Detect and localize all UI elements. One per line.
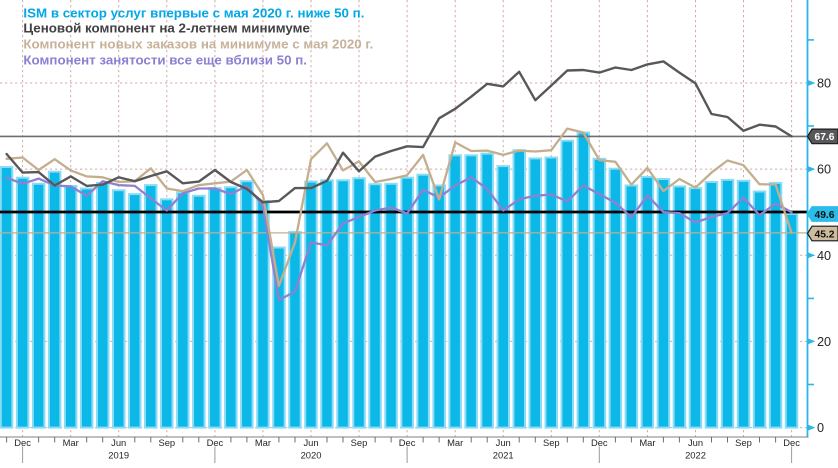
svg-text:20: 20 <box>817 335 831 349</box>
svg-text:Jun: Jun <box>496 437 511 448</box>
svg-text:40: 40 <box>817 249 831 263</box>
svg-text:Jun: Jun <box>303 437 318 448</box>
svg-text:Sep: Sep <box>351 437 368 448</box>
svg-text:Компонент занятости все еще вб: Компонент занятости все еще вблизи 50 п. <box>23 53 307 68</box>
svg-text:2019: 2019 <box>108 449 129 460</box>
svg-text:2022: 2022 <box>685 449 706 460</box>
svg-text:Sep: Sep <box>158 437 175 448</box>
svg-text:49.6: 49.6 <box>814 210 834 221</box>
svg-text:Компонент новых заказов на мин: Компонент новых заказов на минимуме с ма… <box>23 37 373 52</box>
svg-text:Mar: Mar <box>447 437 463 448</box>
svg-text:60: 60 <box>817 163 831 177</box>
svg-text:45.2: 45.2 <box>814 229 834 240</box>
svg-text:Mar: Mar <box>63 437 79 448</box>
svg-text:Dec: Dec <box>399 437 416 448</box>
svg-text:Jun: Jun <box>111 437 126 448</box>
svg-text:2020: 2020 <box>301 449 322 460</box>
svg-text:Dec: Dec <box>591 437 608 448</box>
svg-text:Dec: Dec <box>14 437 31 448</box>
svg-text:Sep: Sep <box>543 437 560 448</box>
svg-text:Jun: Jun <box>688 437 703 448</box>
svg-text:Dec: Dec <box>207 437 224 448</box>
svg-text:Sep: Sep <box>735 437 752 448</box>
svg-text:Ценовой компонент на 2-летнем: Ценовой компонент на 2-летнем минимуме <box>23 20 310 35</box>
svg-text:Mar: Mar <box>639 437 655 448</box>
svg-text:Mar: Mar <box>255 437 271 448</box>
svg-text:Dec: Dec <box>783 437 800 448</box>
svg-text:0: 0 <box>817 421 824 435</box>
svg-text:80: 80 <box>817 77 831 91</box>
svg-text:67.6: 67.6 <box>814 132 834 143</box>
svg-text:ISM в сектор услуг впервые с м: ISM в сектор услуг впервые с мая 2020 г.… <box>23 6 364 21</box>
svg-text:2021: 2021 <box>493 449 514 460</box>
